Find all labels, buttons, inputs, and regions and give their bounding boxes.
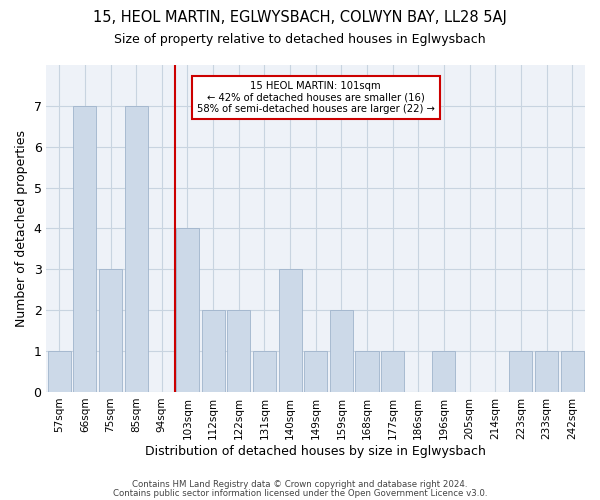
Bar: [176, 228, 199, 392]
Bar: [304, 351, 327, 392]
Bar: [381, 351, 404, 392]
Bar: [253, 351, 276, 392]
Text: Contains public sector information licensed under the Open Government Licence v3: Contains public sector information licen…: [113, 489, 487, 498]
Bar: [227, 310, 250, 392]
Bar: [125, 106, 148, 392]
X-axis label: Distribution of detached houses by size in Eglwysbach: Distribution of detached houses by size …: [145, 444, 486, 458]
Bar: [73, 106, 97, 392]
Bar: [433, 351, 455, 392]
Bar: [355, 351, 379, 392]
Y-axis label: Number of detached properties: Number of detached properties: [15, 130, 28, 327]
Bar: [509, 351, 532, 392]
Text: Size of property relative to detached houses in Eglwysbach: Size of property relative to detached ho…: [114, 32, 486, 46]
Bar: [330, 310, 353, 392]
Bar: [560, 351, 584, 392]
Bar: [99, 270, 122, 392]
Bar: [202, 310, 224, 392]
Text: 15, HEOL MARTIN, EGLWYSBACH, COLWYN BAY, LL28 5AJ: 15, HEOL MARTIN, EGLWYSBACH, COLWYN BAY,…: [93, 10, 507, 25]
Bar: [47, 351, 71, 392]
Bar: [535, 351, 558, 392]
Bar: [278, 270, 302, 392]
Text: 15 HEOL MARTIN: 101sqm
← 42% of detached houses are smaller (16)
58% of semi-det: 15 HEOL MARTIN: 101sqm ← 42% of detached…: [197, 80, 434, 114]
Text: Contains HM Land Registry data © Crown copyright and database right 2024.: Contains HM Land Registry data © Crown c…: [132, 480, 468, 489]
